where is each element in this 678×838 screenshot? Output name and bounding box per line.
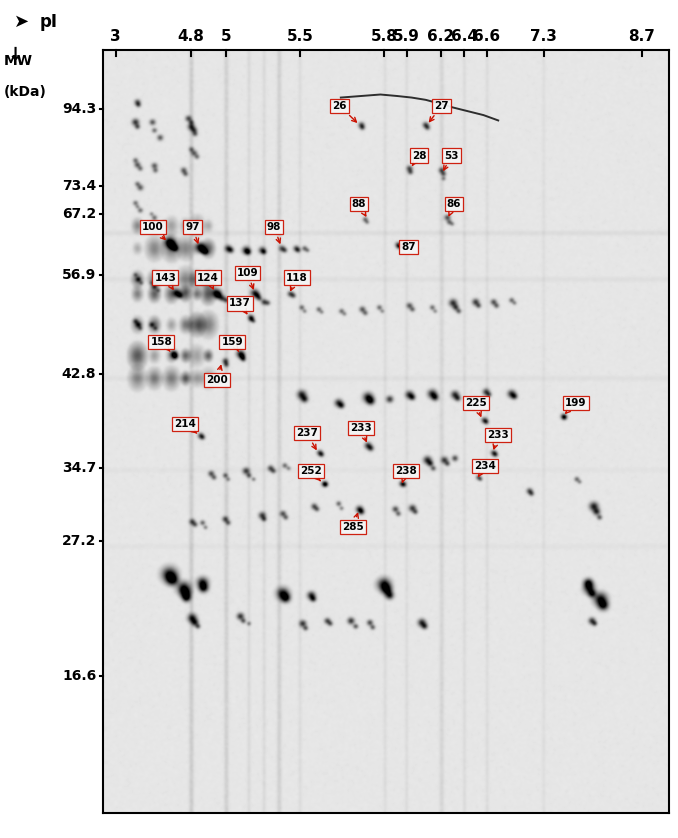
- Text: 26: 26: [332, 101, 357, 122]
- Text: 6.6: 6.6: [473, 28, 500, 44]
- Text: 28: 28: [412, 151, 426, 165]
- Text: 16.6: 16.6: [62, 669, 96, 683]
- Text: 5.9: 5.9: [393, 28, 420, 44]
- Text: (kDa): (kDa): [3, 85, 46, 100]
- Text: 252: 252: [300, 466, 322, 481]
- Text: 53: 53: [443, 151, 459, 170]
- Text: 86: 86: [447, 199, 461, 215]
- Text: 27.2: 27.2: [62, 534, 96, 547]
- Text: 233: 233: [487, 431, 509, 449]
- Text: pI: pI: [39, 13, 58, 31]
- Text: 137: 137: [229, 298, 251, 313]
- Text: 159: 159: [221, 337, 243, 351]
- Text: 214: 214: [174, 419, 197, 433]
- Text: 42.8: 42.8: [62, 367, 96, 381]
- Text: 34.7: 34.7: [62, 461, 96, 475]
- Text: 109: 109: [237, 268, 258, 289]
- Text: 7.3: 7.3: [530, 28, 557, 44]
- Text: 143: 143: [155, 272, 176, 289]
- Text: 158: 158: [151, 337, 172, 351]
- Text: 5.8: 5.8: [371, 28, 398, 44]
- Text: 5: 5: [221, 28, 232, 44]
- Text: 233: 233: [350, 422, 372, 442]
- Text: 8.7: 8.7: [629, 28, 656, 44]
- Text: 97: 97: [185, 222, 200, 243]
- Text: 225: 225: [464, 397, 486, 416]
- Text: 124: 124: [197, 272, 219, 289]
- Text: 94.3: 94.3: [62, 102, 96, 116]
- Text: 3: 3: [111, 28, 121, 44]
- Text: 199: 199: [565, 397, 586, 413]
- Text: 285: 285: [342, 514, 364, 532]
- Text: 100: 100: [142, 222, 165, 240]
- Text: 237: 237: [296, 428, 318, 449]
- Text: 4.8: 4.8: [178, 28, 204, 44]
- Text: ➤: ➤: [14, 13, 28, 31]
- Text: 6.2: 6.2: [427, 28, 454, 44]
- Text: 5.5: 5.5: [287, 28, 313, 44]
- Text: 87: 87: [399, 242, 416, 252]
- Text: 27: 27: [430, 101, 449, 122]
- Text: 6.4: 6.4: [451, 28, 478, 44]
- Text: 67.2: 67.2: [62, 207, 96, 221]
- Text: 200: 200: [207, 365, 228, 385]
- Text: 73.4: 73.4: [62, 179, 96, 193]
- Text: 234: 234: [474, 461, 496, 476]
- Text: ↓: ↓: [7, 46, 22, 64]
- Text: 118: 118: [286, 272, 308, 291]
- Text: 88: 88: [352, 199, 366, 216]
- Text: 56.9: 56.9: [62, 268, 96, 282]
- Text: 238: 238: [395, 466, 417, 482]
- Text: MW: MW: [3, 54, 33, 69]
- Text: 98: 98: [267, 222, 281, 243]
